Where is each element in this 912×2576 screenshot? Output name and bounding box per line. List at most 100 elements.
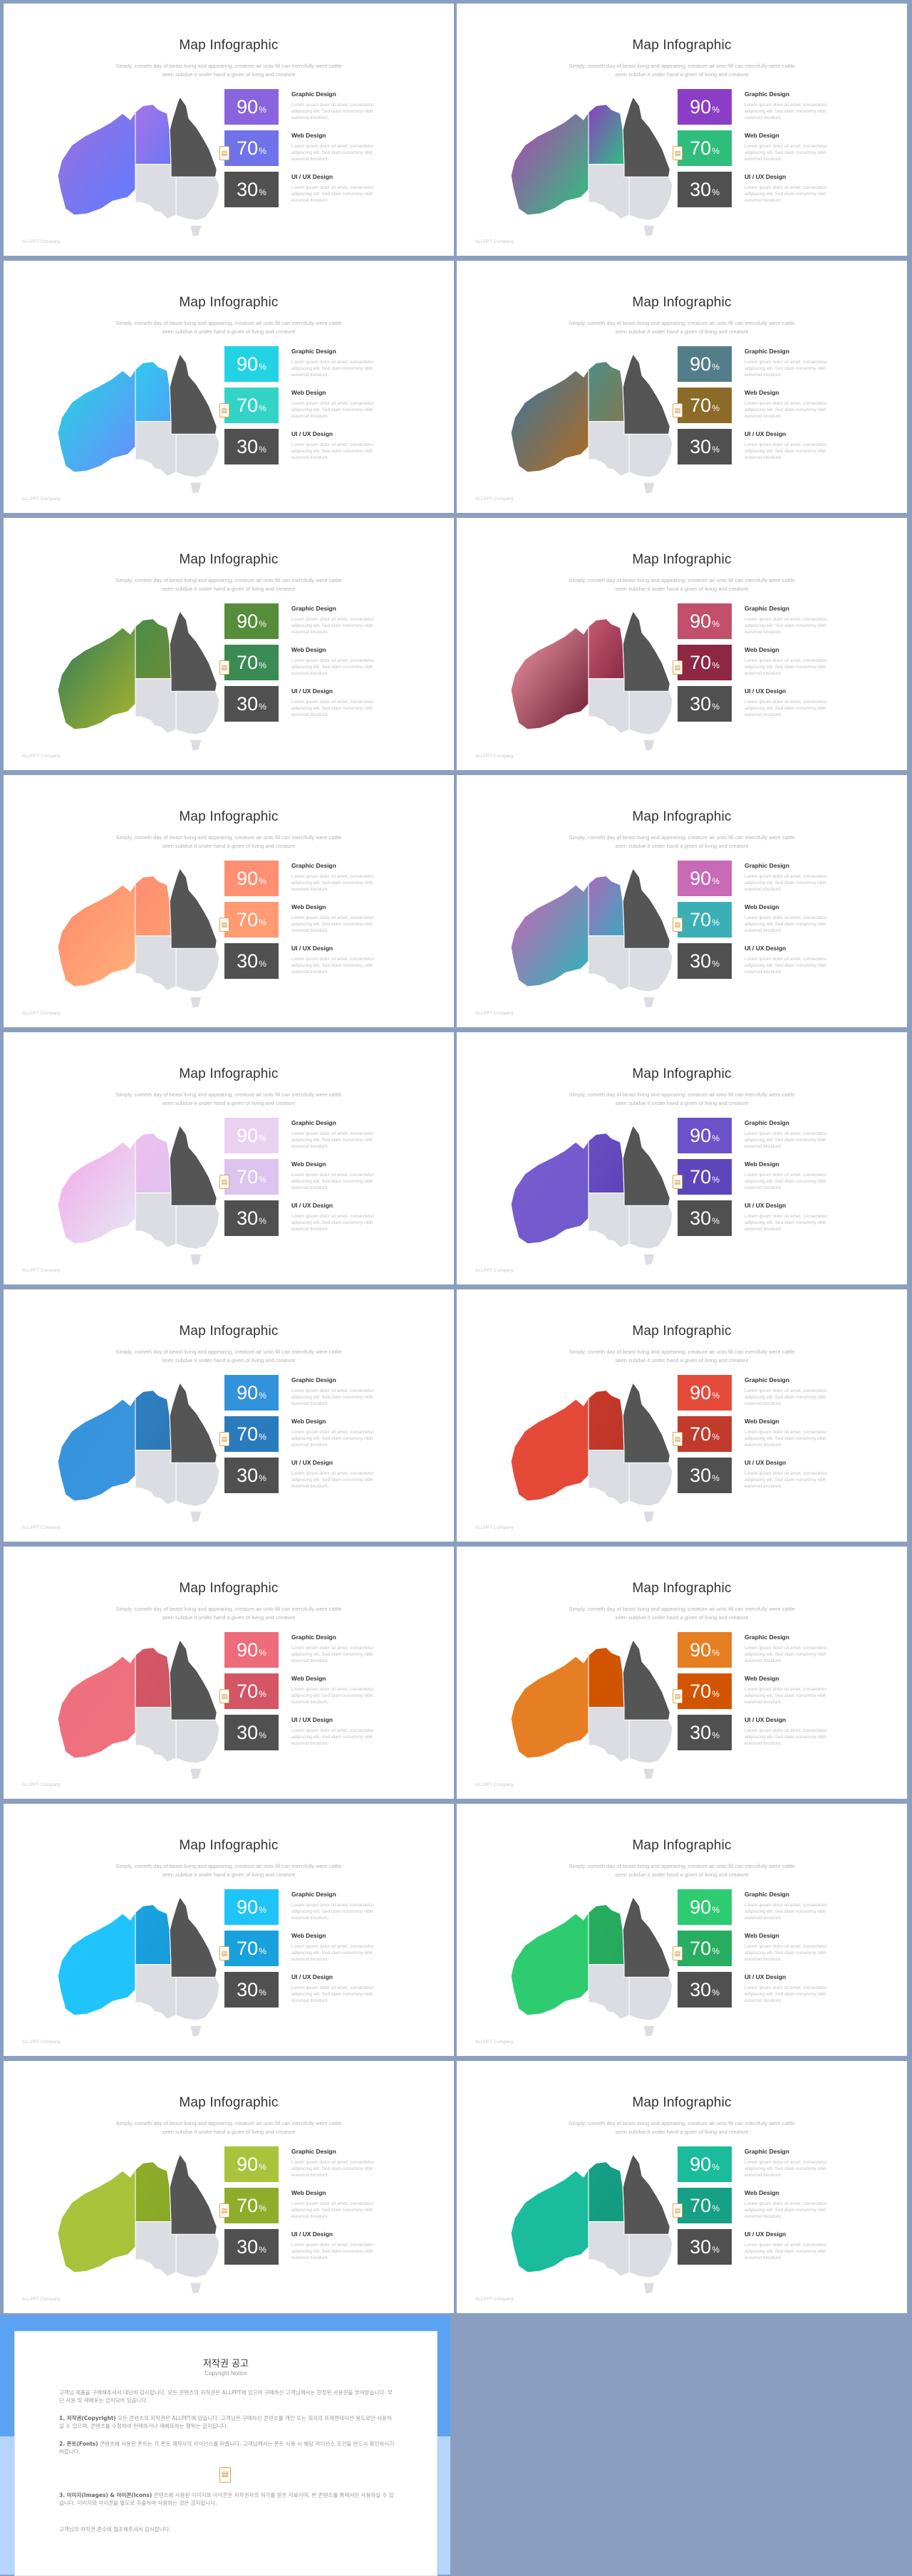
- percent-value: 70: [237, 394, 259, 416]
- percent-unit: %: [259, 187, 266, 197]
- item-text: Lorem ipsum dolor sit amet, consectetur …: [745, 1173, 827, 1190]
- item-heading: Web Design: [291, 1675, 326, 1682]
- item-description: Graphic Design Lorem ipsum dolor sit amet…: [291, 862, 388, 893]
- percent-unit: %: [259, 1175, 266, 1185]
- notice-paragraph-heading: 3. 이미지(Images) & 아이콘(Icons): [59, 2492, 152, 2498]
- percent-value: 70: [690, 1680, 712, 1702]
- percent-block: 30%: [224, 1715, 279, 1750]
- map-region-northeast: [622, 1896, 670, 1978]
- item-description: UI / UX Design Lorem ipsum dolor sit amet…: [291, 1716, 388, 1747]
- slide-footer: ALLPPT Company: [22, 1268, 61, 1273]
- map-region-northern: [135, 104, 172, 165]
- document-icon: ▤: [673, 146, 683, 160]
- map-region-southeast: [628, 947, 673, 992]
- map-region-southeast: [628, 690, 673, 735]
- percent-unit: %: [259, 1133, 266, 1143]
- item-text: Lorem ipsum dolor sit amet, consectetur …: [291, 2243, 374, 2260]
- map-region-northern: [135, 618, 172, 680]
- map-region-southeast: [628, 176, 673, 221]
- percent-unit: %: [712, 2162, 720, 2172]
- percent-unit: %: [712, 876, 720, 886]
- map-region-south: [135, 1964, 177, 2020]
- percent-value: 30: [237, 178, 259, 200]
- item-text: Lorem ipsum dolor sit amet, consectetur …: [291, 360, 374, 378]
- map-region-south: [135, 164, 177, 219]
- document-icon: ▤: [673, 403, 683, 417]
- australia-map: [510, 1381, 673, 1523]
- notice-paragraph-text: 고객님의 저작권 준수에 협조해주셔서 감사합니다.: [59, 2526, 171, 2533]
- notice-paragraph-text: 고객님 제품을 구매해주셔서 대단히 감사합니다. 모든 콘텐츠의 저작권은 A…: [59, 2389, 393, 2404]
- percent-value: 70: [237, 651, 259, 673]
- slide-title: Map Infographic: [632, 38, 732, 53]
- item-text: Lorem ipsum dolor sit amet, consectetur …: [291, 1687, 374, 1705]
- map-region-island: [190, 739, 202, 752]
- percent-unit: %: [712, 403, 720, 413]
- item-description: Web Design Lorem ipsum dolor sit amet, co…: [745, 1932, 841, 1963]
- percent-unit: %: [259, 1988, 266, 1998]
- percent-value: 90: [690, 1381, 712, 1403]
- map-region-western: [510, 625, 589, 730]
- map-infographic-slide: Map Infographic Simply, cometh day of bea…: [457, 775, 907, 1027]
- map-region-northeast: [622, 867, 670, 949]
- item-heading: Web Design: [291, 646, 326, 653]
- slide-title: Map Infographic: [179, 38, 279, 53]
- map-region-southeast: [175, 2233, 220, 2278]
- percent-value: 90: [690, 95, 712, 118]
- percent-block: 70%: [224, 645, 279, 680]
- item-text: Lorem ipsum dolor sit amet, consectetur …: [745, 915, 827, 933]
- percent-value: 90: [237, 95, 259, 118]
- percent-unit: %: [259, 619, 266, 629]
- percent-unit: %: [712, 1689, 720, 1699]
- percent-value: 30: [690, 2235, 712, 2258]
- percent-block: 70%: [224, 1159, 279, 1195]
- item-heading: Graphic Design: [291, 1891, 336, 1898]
- item-description: UI / UX Design Lorem ipsum dolor sit amet…: [745, 1716, 841, 1747]
- item-description: Graphic Design Lorem ipsum dolor sit amet…: [745, 1376, 841, 1407]
- percent-block: 90%: [224, 603, 279, 639]
- slide-title: Map Infographic: [632, 1066, 732, 1081]
- australia-map: [57, 95, 220, 237]
- item-text: Lorem ipsum dolor sit amet, consectetur …: [745, 1430, 827, 1448]
- percent-unit: %: [712, 959, 720, 969]
- item-heading: UI / UX Design: [745, 1973, 787, 1980]
- map-infographic-slide: Map Infographic Simply, cometh day of bea…: [457, 518, 907, 770]
- item-text: Lorem ipsum dolor sit amet, consectetur …: [745, 1903, 827, 1921]
- item-text: Lorem ipsum dolor sit amet, consectetur …: [745, 103, 827, 120]
- percent-block: 30%: [224, 943, 279, 979]
- slide-title: Map Infographic: [632, 552, 732, 567]
- item-description: Graphic Design Lorem ipsum dolor sit amet…: [291, 605, 388, 635]
- map-region-northeast: [169, 867, 217, 949]
- map-region-island: [190, 1253, 202, 1266]
- australia-map: [510, 1896, 673, 2037]
- map-region-southeast: [175, 1205, 220, 1250]
- australia-map: [510, 2153, 673, 2295]
- map-region-western: [57, 2168, 136, 2273]
- map-region-southeast: [175, 176, 220, 221]
- percent-unit: %: [259, 1473, 266, 1483]
- item-text: Lorem ipsum dolor sit amet, consectetur …: [291, 1173, 374, 1190]
- australia-map: [57, 353, 220, 494]
- notice-title: 저작권 공고: [203, 2359, 249, 2369]
- map-region-western: [57, 1139, 136, 1245]
- percent-value: 90: [690, 2153, 712, 2175]
- document-icon: ▤: [673, 2203, 683, 2218]
- map-region-southeast: [628, 1462, 673, 1507]
- document-icon: ▤: [219, 2467, 231, 2483]
- percent-block: 70%: [678, 1673, 732, 1709]
- item-text: Lorem ipsum dolor sit amet, consectetur …: [291, 401, 374, 419]
- slide-subtitle: Simply, cometh day of beast living and a…: [569, 1863, 795, 1878]
- notice-paragraph-text: 콘텐츠에 사용된 폰트는 각 폰트 제작사의 라이선스를 따릅니다. 고객님께서…: [59, 2441, 395, 2455]
- percent-unit: %: [259, 1946, 266, 1956]
- percent-unit: %: [259, 660, 266, 670]
- map-region-island: [643, 1253, 656, 1266]
- percent-unit: %: [259, 2203, 266, 2213]
- map-region-western: [510, 1653, 589, 1759]
- item-text: Lorem ipsum dolor sit amet, consectetur …: [291, 617, 374, 635]
- percent-unit: %: [259, 2245, 266, 2255]
- map-region-northeast: [169, 2153, 217, 2235]
- map-region-island: [643, 482, 656, 494]
- map-region-island: [190, 2282, 202, 2295]
- percent-unit: %: [259, 1391, 266, 1401]
- percent-block: 70%: [224, 130, 279, 166]
- percent-block: 90%: [678, 603, 732, 639]
